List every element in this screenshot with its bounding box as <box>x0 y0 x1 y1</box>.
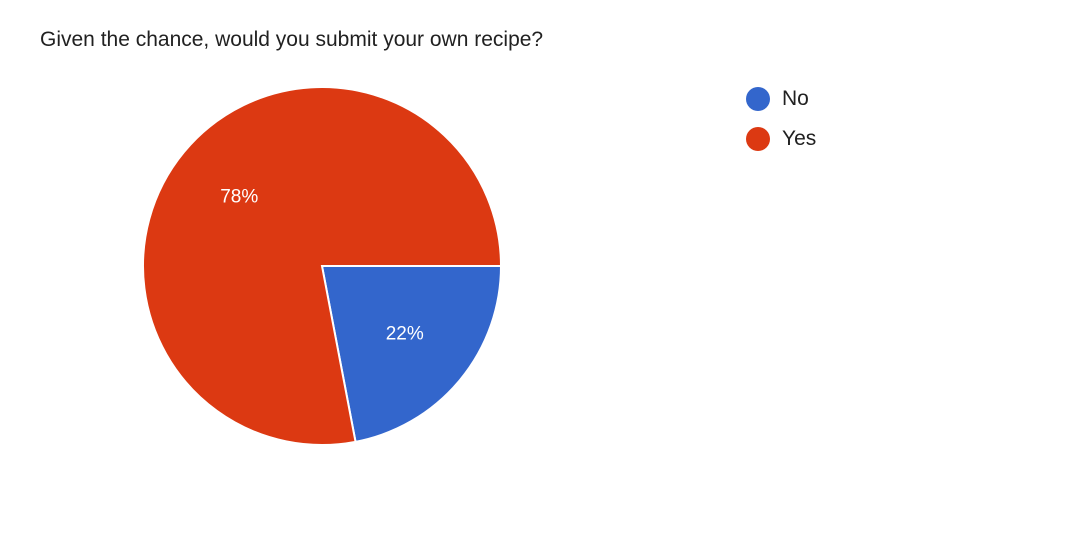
pie-slice-yes[interactable] <box>142 86 503 446</box>
chart-legend: No Yes <box>746 84 816 164</box>
legend-swatch-no <box>746 87 770 111</box>
legend-label-yes: Yes <box>782 127 817 150</box>
slice-label-yes: 78% <box>220 187 258 208</box>
slice-label-no: 22% <box>386 323 424 344</box>
legend-item-yes[interactable]: Yes <box>746 124 816 154</box>
chart-title: Given the chance, would you submit your … <box>40 28 544 51</box>
pie-slice-no[interactable] <box>320 265 503 443</box>
legend-item-no[interactable]: No <box>746 84 816 114</box>
legend-swatch-yes <box>746 127 770 151</box>
legend-label-no: No <box>782 87 809 110</box>
